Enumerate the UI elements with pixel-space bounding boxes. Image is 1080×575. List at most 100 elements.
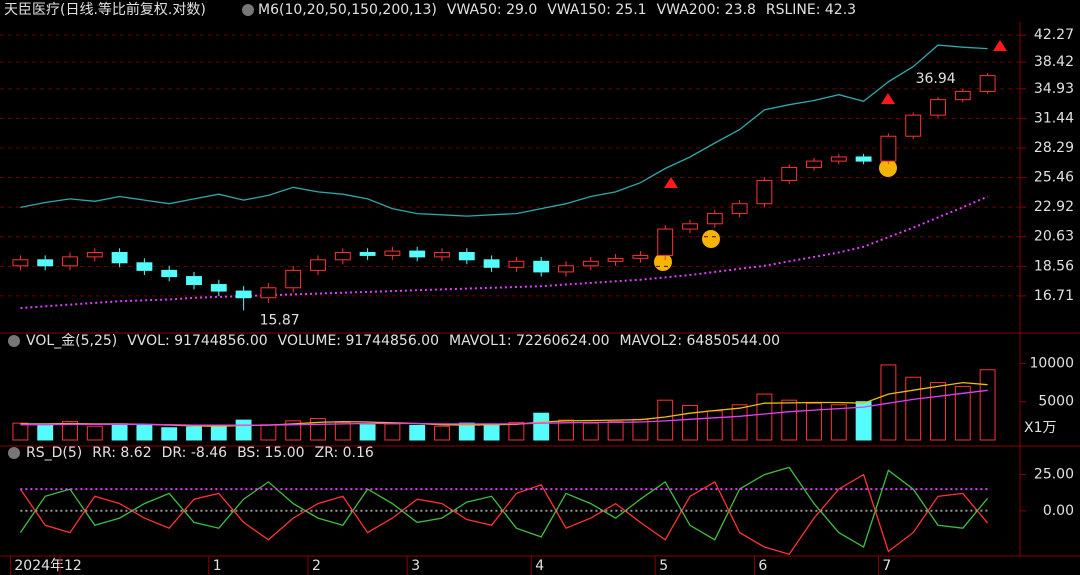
candle-body: [285, 269, 302, 289]
volume-bar: [186, 426, 202, 441]
volume-bar: [235, 419, 252, 441]
volume-bar: [334, 421, 351, 441]
readout: ZR: 0.16: [315, 445, 374, 461]
volume-bar: [533, 412, 550, 441]
volume-bar: [706, 410, 723, 441]
volume-bar: [806, 402, 822, 441]
volume-bar: [359, 424, 376, 441]
panel-title: RS_D(5): [26, 445, 82, 461]
readout: MAVOL1: 72260624.00: [449, 333, 610, 349]
candle-body: [905, 114, 922, 137]
readout: MAVOL2: 64850544.00: [620, 333, 781, 349]
volume-bar: [756, 393, 773, 441]
volume-bar: [136, 424, 153, 441]
x-tick-label: 6: [758, 558, 767, 574]
x-tick-label: 12: [64, 558, 82, 574]
indicator-line: [19, 466, 989, 548]
volume-bar: [458, 422, 475, 441]
y-tick-label: 25.00: [1034, 467, 1074, 483]
volume-bar: [930, 382, 946, 441]
candle-body: [186, 276, 202, 286]
low-label: 15.87: [260, 312, 300, 328]
panel-icon[interactable]: [242, 4, 254, 16]
candle-body: [880, 135, 897, 162]
readout: VVOL: 91744856.00: [127, 333, 267, 349]
volume-bar: [62, 421, 78, 441]
indicator-line: [20, 389, 988, 426]
volume-bar: [86, 425, 103, 441]
volume-bar: [210, 425, 227, 441]
volume-bar: [434, 425, 450, 441]
volume-bar: [905, 376, 922, 441]
volume-bar: [731, 404, 748, 441]
candle-body: [434, 252, 450, 258]
candle-body: [954, 90, 971, 101]
x-tick-label: 3: [411, 558, 420, 574]
panel-title: VOL_金(5,25): [26, 333, 117, 349]
candle-body: [706, 213, 723, 225]
candle-body: [458, 252, 475, 261]
volume-bar: [830, 404, 847, 441]
volume-bar: [781, 399, 798, 441]
y-tick-label: 31.44: [1034, 110, 1074, 126]
candle-body: [235, 290, 252, 299]
readout: VWA200: 23.8: [657, 2, 756, 18]
candle-body: [111, 252, 128, 264]
candle-body: [731, 203, 748, 215]
indicator: M6(10,20,50,150,200,13): [258, 2, 437, 18]
y-tick-label: 22.92: [1034, 199, 1074, 215]
candle-body: [855, 156, 872, 162]
volume-bar: [260, 424, 277, 441]
candle-body: [806, 160, 822, 168]
candle-body: [86, 252, 103, 258]
volume-bar: [607, 421, 624, 441]
candle-body: [483, 259, 500, 268]
candle-body: [607, 257, 624, 262]
volume-bar: [682, 405, 698, 441]
volume-bar: [582, 422, 599, 441]
volume-bar: [508, 421, 525, 441]
candle-body: [930, 99, 946, 116]
panel-icon[interactable]: [8, 335, 20, 347]
candle-body: [657, 228, 674, 256]
signal-circle: [702, 230, 720, 248]
y-tick-label: 42.27: [1034, 27, 1074, 43]
candle-body: [260, 287, 277, 299]
y-tick-label: 0.00: [1043, 503, 1074, 519]
signal-triangle: [664, 177, 678, 188]
chart-title: 天臣医疗(日线.等比前复权.对数): [4, 1, 206, 18]
volume-bar: [37, 424, 54, 441]
panel-icon[interactable]: [8, 447, 20, 459]
candle-body: [979, 75, 996, 92]
readout: VOLUME: 91744856.00: [278, 333, 439, 349]
unit-label: X1万: [1024, 420, 1057, 436]
readout: RSLINE: 42.3: [766, 2, 856, 18]
signal-circle: [879, 159, 897, 177]
y-tick-label: 5000: [1038, 394, 1074, 410]
candle-body: [161, 269, 178, 278]
candle-body: [310, 259, 326, 271]
candle-body: [12, 259, 29, 267]
readout: BS: 15.00: [237, 445, 305, 461]
high-label: 36.94: [916, 71, 956, 87]
readout: DR: -8.46: [162, 445, 228, 461]
y-tick-label: 28.29: [1034, 140, 1074, 156]
candle-body: [558, 265, 574, 273]
volume-bar: [161, 427, 178, 441]
volume-bar: [855, 401, 872, 441]
candle-body: [533, 260, 550, 273]
x-tick-label: 7: [882, 558, 891, 574]
readout: VWA150: 25.1: [547, 2, 646, 18]
indicator-line: [20, 195, 989, 310]
signal-triangle: [881, 93, 895, 104]
candle-body: [508, 260, 525, 268]
candle-body: [37, 259, 54, 267]
candle-body: [210, 284, 227, 292]
volume-bar: [979, 369, 996, 441]
volume-bar: [409, 424, 426, 441]
volume-bar: [285, 420, 302, 441]
volume-bar: [12, 422, 29, 441]
y-tick-label: 16.71: [1034, 288, 1074, 304]
candle-body: [582, 260, 599, 267]
